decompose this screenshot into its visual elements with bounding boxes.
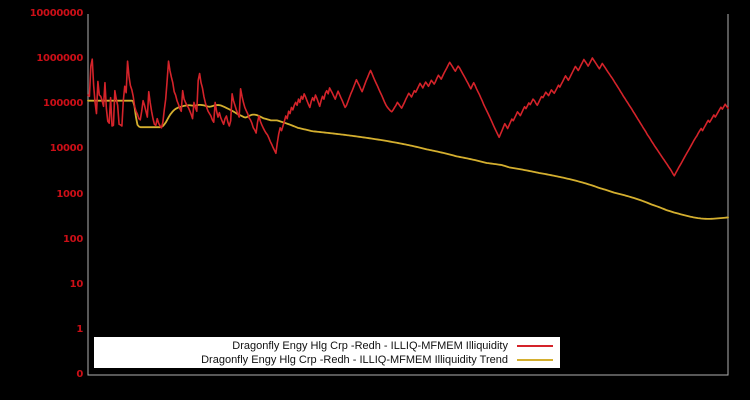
legend-item-illiquidity-trend[interactable]: Dragonfly Engy Hlg Crp -Redh - ILLIQ-MFM… [95, 353, 559, 367]
y-tick-label: 0 [76, 369, 83, 380]
y-tick-label: 10000000 [29, 8, 84, 19]
legend-swatch-illiquidity [517, 344, 553, 347]
legend-swatch-illiquidity-trend [517, 358, 553, 361]
illiquidity-series-line [87, 57, 729, 177]
legend-label-illiquidity-trend: Dragonfly Engy Hlg Crp -Redh - ILLIQ-MFM… [201, 353, 508, 366]
y-axis-tick-labels: 10000000 1000000 100000 10000 1000 100 10 1 0 [0, 0, 84, 400]
y-tick-label: 1000000 [36, 53, 83, 65]
legend-item-illiquidity[interactable]: Dragonfly Engy Hlg Crp -Redh - ILLIQ-MFM… [95, 339, 559, 353]
y-tick-label: 100000 [43, 98, 83, 110]
y-tick-label: 1000 [56, 188, 83, 200]
y-tick-label: 1 [76, 323, 83, 335]
axis-frame [87, 14, 729, 376]
y-tick-label: 10 [69, 278, 84, 290]
chart-legend[interactable]: Dragonfly Engy Hlg Crp -Redh - ILLIQ-MFM… [94, 337, 560, 368]
legend-label-illiquidity: Dragonfly Engy Hlg Crp -Redh - ILLIQ-MFM… [232, 339, 508, 352]
y-tick-label: 10000 [49, 143, 84, 155]
y-tick-label: 100 [63, 233, 83, 245]
